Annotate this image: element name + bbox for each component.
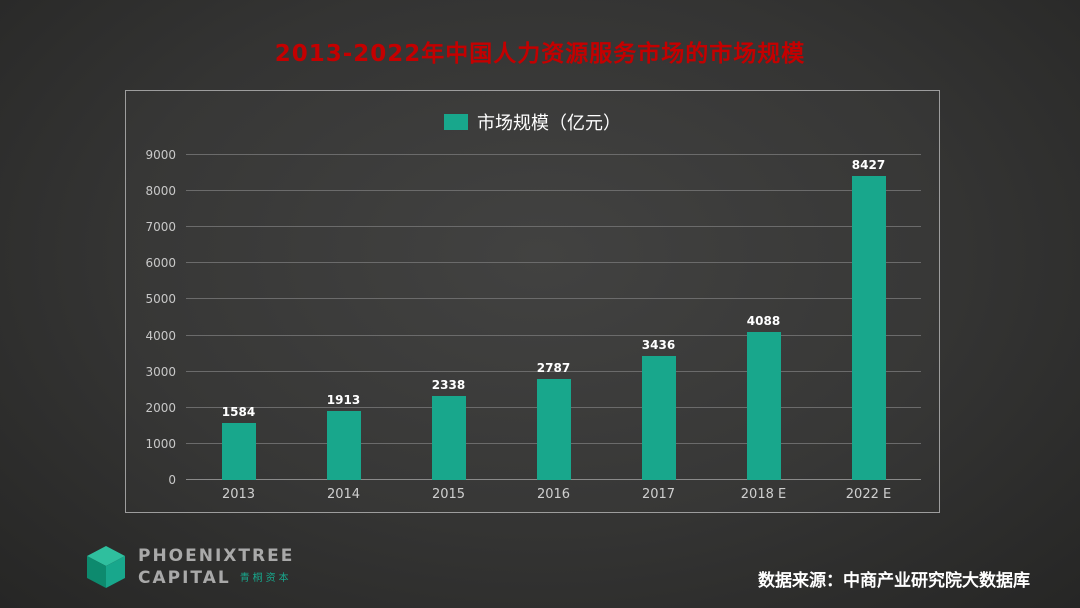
bar-column: 1913 xyxy=(291,393,396,480)
bar-2013 xyxy=(221,422,256,480)
legend-swatch xyxy=(444,114,468,130)
logo: PHOENIXTREE CAPITAL 青桐资本 xyxy=(85,544,294,590)
bar-value-label: 4088 xyxy=(746,314,781,329)
bar-2015 xyxy=(431,395,466,480)
bar-value-label: 3436 xyxy=(641,337,676,352)
x-axis-label: 2014 xyxy=(326,487,361,502)
bar-column: 2338 xyxy=(396,378,501,480)
x-axis-label: 2018 E xyxy=(740,487,787,502)
gridline xyxy=(186,334,921,336)
x-axis-label: 2015 xyxy=(431,487,466,502)
y-axis-label: 3000 xyxy=(145,364,176,379)
y-axis-label: 6000 xyxy=(145,256,176,271)
y-axis-label: 2000 xyxy=(145,400,176,415)
y-axis-label: 5000 xyxy=(145,292,176,307)
bar-2022-E xyxy=(851,175,886,480)
x-axis: 2013 2014 2015 2016 2017 2018 E 2022 E xyxy=(186,487,921,502)
y-axis-label: 8000 xyxy=(145,184,176,199)
bar-value-label: 1584 xyxy=(221,404,256,419)
logo-text: PHOENIXTREE CAPITAL 青桐资本 xyxy=(138,545,294,589)
logo-line2: CAPITAL xyxy=(138,568,231,588)
bar-column: 4088 xyxy=(711,314,816,480)
plot: 1584 1913 2338 2787 3436 4088 8427 xyxy=(186,154,921,480)
x-axis-label: 2017 xyxy=(641,487,676,502)
bar-value-label: 2338 xyxy=(431,377,466,392)
y-axis-label: 7000 xyxy=(145,220,176,235)
y-axis-label: 1000 xyxy=(145,436,176,451)
bar-value-label: 1913 xyxy=(326,392,361,407)
bar-series: 1584 1913 2338 2787 3436 4088 8427 xyxy=(186,155,921,480)
gridline xyxy=(186,370,921,372)
x-axis-label: 2016 xyxy=(536,487,571,502)
chart-legend: 市场规模（亿元） xyxy=(126,109,939,135)
bar-2017 xyxy=(641,355,676,480)
x-axis-label: 2013 xyxy=(221,487,256,502)
logo-line1: PHOENIXTREE xyxy=(138,545,295,566)
x-axis-label: 2022 E xyxy=(845,487,892,502)
gridline xyxy=(186,298,921,300)
data-source: 数据来源：中商产业研究院大数据库 xyxy=(758,571,1030,591)
bar-value-label: 2787 xyxy=(536,361,571,376)
gridline xyxy=(186,190,921,192)
cube-logo-icon xyxy=(87,546,125,588)
logo-chinese-name: 青桐资本 xyxy=(239,572,292,584)
y-axis: 0 1000 2000 3000 4000 5000 6000 7000 8000 9000 xyxy=(138,148,186,487)
legend-label: 市场规模（亿元） xyxy=(477,113,621,134)
y-axis-label: 9000 xyxy=(145,148,176,162)
y-axis-label: 4000 xyxy=(145,328,176,343)
bar-2014 xyxy=(326,410,361,480)
bar-column: 8427 xyxy=(816,158,921,480)
bar-2016 xyxy=(536,379,571,480)
bar-column: 2787 xyxy=(501,361,606,480)
y-axis-label: 0 xyxy=(168,473,176,487)
bar-column: 3436 xyxy=(606,338,711,480)
gridline xyxy=(186,226,921,228)
bar-column: 1584 xyxy=(186,405,291,480)
page-title: 2013-2022年中国人力资源服务市场的市场规模 xyxy=(274,41,806,67)
bar-2018-E xyxy=(746,332,781,480)
bar-value-label: 8427 xyxy=(851,157,886,172)
chart-area: 市场规模（亿元） 0 1000 2000 3000 4000 5000 6000 7000 80… xyxy=(125,90,940,513)
gridline xyxy=(186,262,921,264)
gridline xyxy=(186,154,921,155)
plot-wrap: 0 1000 2000 3000 4000 5000 6000 7000 8000 9000 15… xyxy=(138,148,921,487)
